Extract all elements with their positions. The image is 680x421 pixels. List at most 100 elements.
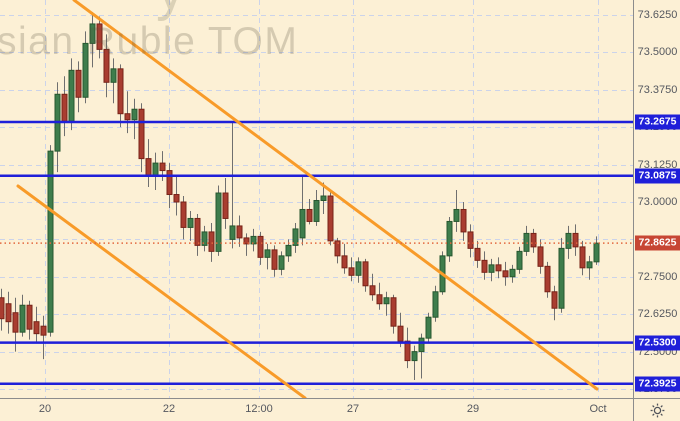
candlestick-chart[interactable] — [0, 0, 633, 398]
time-tick-label: 12:00 — [245, 403, 273, 415]
price-tick-label: 72.7500 — [637, 270, 678, 283]
candle-body — [383, 297, 390, 305]
axis-corner-cell — [633, 398, 680, 421]
candle-body — [467, 231, 474, 249]
candle-body — [544, 265, 551, 293]
candle-body — [103, 48, 110, 83]
candle-body — [579, 246, 586, 269]
candle-body — [488, 264, 495, 273]
price-axis[interactable]: 73.625073.500073.375073.250073.125073.00… — [633, 0, 680, 398]
candle-body — [40, 325, 47, 336]
time-tick-label: Oct — [589, 403, 607, 415]
candle-body — [257, 235, 264, 258]
candle-body — [390, 297, 397, 327]
price-tick-label: 73.6250 — [637, 8, 678, 21]
candle-body — [362, 261, 369, 287]
level-price-badge: 73.0875 — [635, 168, 680, 184]
candle-body — [481, 259, 488, 273]
candle-body — [495, 264, 502, 272]
candle-body — [418, 337, 425, 353]
candle-body — [299, 208, 306, 239]
candle-body — [243, 237, 250, 245]
candle-body — [194, 217, 201, 246]
candle-body — [159, 162, 166, 172]
candle-body — [236, 225, 243, 239]
candle-body — [586, 261, 593, 269]
candle-body — [558, 247, 565, 309]
candle-body — [187, 217, 194, 228]
price-tick-label: 73.1250 — [637, 158, 678, 171]
candle-body — [5, 303, 12, 323]
candle-body — [138, 108, 145, 160]
orange-trendline[interactable] — [72, 0, 599, 391]
orange-trendline[interactable] — [16, 184, 307, 398]
candle-body — [110, 68, 117, 83]
candle-body — [222, 192, 229, 219]
candle-body — [516, 250, 523, 270]
candle-body — [551, 291, 558, 309]
candle-body — [229, 225, 236, 240]
candle-body — [593, 242, 600, 263]
candle-body — [33, 321, 40, 335]
candle-body — [271, 249, 278, 270]
candle-body — [124, 113, 131, 121]
candle-body — [348, 267, 355, 276]
candle-body — [376, 294, 383, 305]
candle-body — [82, 42, 89, 98]
candle-body — [145, 158, 152, 176]
candle-body — [530, 232, 537, 248]
candle-body — [278, 255, 285, 270]
settings-gear-icon[interactable] — [650, 403, 665, 418]
candle-body — [75, 69, 82, 98]
level-price-badge: 72.5300 — [635, 335, 680, 351]
candle-body — [411, 351, 418, 362]
candle-body — [537, 246, 544, 267]
candle-body — [47, 150, 54, 333]
level-price-badge: 72.3925 — [635, 376, 680, 392]
candle-body — [474, 247, 481, 261]
candle-body — [306, 208, 313, 222]
price-tick-label: 73.5000 — [637, 46, 678, 59]
candle-body — [173, 194, 180, 203]
candle-body — [61, 93, 68, 122]
time-tick-label: 27 — [346, 403, 360, 415]
candle-body — [131, 108, 138, 121]
candle-body — [572, 232, 579, 248]
candle-body — [509, 268, 516, 278]
time-axis[interactable]: 20 22 12:00 27 29 Oct — [0, 398, 633, 421]
level-price-badge: 73.2675 — [635, 114, 680, 130]
candle-body — [341, 255, 348, 269]
price-tick-label: 73.3750 — [637, 83, 678, 96]
candle-body — [355, 261, 362, 276]
candle-body — [453, 208, 460, 222]
candle-body — [313, 199, 320, 222]
candle-body — [432, 291, 439, 318]
candle-body — [89, 23, 96, 44]
candle-body — [264, 249, 271, 258]
price-tick-label: 73.0000 — [637, 195, 678, 208]
candle-body — [446, 220, 453, 257]
candle-body — [215, 192, 222, 252]
candle-body — [166, 170, 173, 196]
candle-body — [208, 231, 215, 252]
candle-body — [0, 297, 5, 320]
candle-body — [285, 244, 292, 257]
candle-body — [565, 232, 572, 249]
candle-body — [12, 312, 19, 333]
candle-body — [502, 270, 509, 278]
time-tick-label: 20 — [38, 403, 52, 415]
candle-body — [19, 304, 26, 333]
time-tick-label: 22 — [162, 403, 176, 415]
candle-body — [96, 23, 103, 50]
price-tick-label: 72.6250 — [637, 308, 678, 321]
candle-body — [201, 231, 208, 246]
candle-body — [425, 316, 432, 339]
candle-body — [404, 340, 411, 362]
candles-group — [0, 11, 600, 381]
candle-body — [180, 201, 187, 228]
candle-body — [292, 228, 299, 246]
candle-body — [320, 195, 327, 201]
candle-body — [460, 208, 467, 233]
candle-body — [26, 304, 33, 330]
